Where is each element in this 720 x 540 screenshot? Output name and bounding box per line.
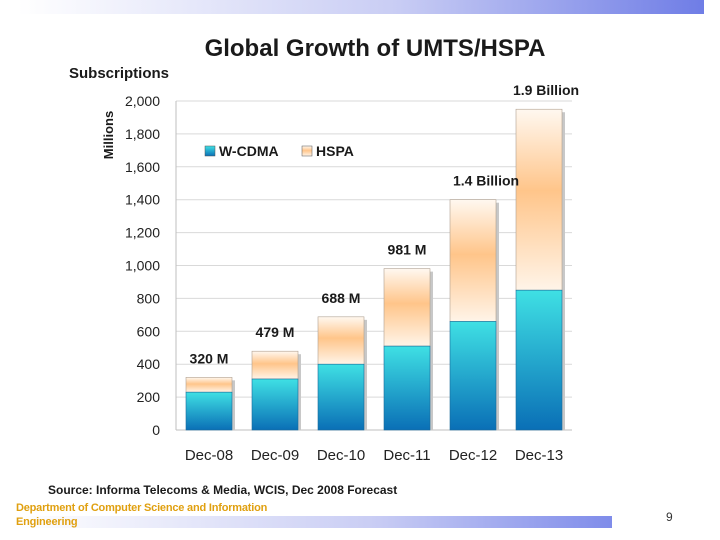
- source-note: Source: Informa Telecoms & Media, WCIS, …: [48, 483, 397, 497]
- y-tick-label: 800: [137, 290, 161, 306]
- bar-wcdma-dec-08: [185, 391, 233, 431]
- y-axis-label: Millions: [101, 111, 116, 159]
- bar-hspa-dec-09: [251, 350, 299, 380]
- y-tick-label: 400: [137, 356, 161, 372]
- legend-swatch-hspa: [301, 145, 313, 157]
- bottom-decorative-band: [18, 516, 612, 528]
- legend: W-CDMA HSPA: [204, 143, 354, 159]
- top-decorative-band: [18, 0, 704, 14]
- data-label: 688 M: [322, 290, 361, 306]
- bar-wcdma-dec-11: [383, 345, 431, 431]
- bar-wcdma-dec-09: [251, 378, 299, 431]
- legend-label-hspa: HSPA: [316, 143, 354, 159]
- bar-wcdma-dec-13: [515, 289, 563, 431]
- y-tick-label: 1,000: [125, 258, 160, 274]
- bar-hspa-dec-12: [449, 199, 497, 322]
- chart-subtitle: Subscriptions: [69, 65, 169, 82]
- x-tick-label: Dec-08: [185, 447, 233, 464]
- x-tick-label: Dec-10: [317, 447, 365, 464]
- x-tick-label: Dec-09: [251, 447, 299, 464]
- bar-hspa-dec-11: [383, 268, 431, 347]
- y-tick-label: 200: [137, 389, 161, 405]
- x-tick-label: Dec-12: [449, 447, 497, 464]
- page-number: 9: [666, 510, 673, 524]
- data-label: 479 M: [256, 324, 295, 340]
- chart-title: Global Growth of UMTS/HSPA: [205, 35, 546, 62]
- data-label: 1.4 Billion: [453, 173, 519, 189]
- x-tick-label: Dec-13: [515, 447, 563, 464]
- y-tick-label: 0: [152, 422, 160, 438]
- y-tick-label: 1,400: [125, 192, 160, 208]
- y-tick-label: 1,200: [125, 225, 160, 241]
- y-tick-label: 1,800: [125, 126, 160, 142]
- bar-wcdma-dec-12: [449, 321, 497, 431]
- bar-hspa-dec-13: [515, 108, 563, 291]
- legend-label-wcdma: W-CDMA: [219, 143, 279, 159]
- y-tick-label: 2,000: [125, 93, 160, 109]
- legend-swatch-wcdma: [204, 145, 216, 157]
- bar-hspa-dec-08: [185, 377, 233, 393]
- data-label: 320 M: [190, 350, 229, 366]
- y-tick-label: 1,600: [125, 159, 160, 175]
- department-footer: Department of Computer Science and Infor…: [16, 502, 268, 528]
- data-label: 1.9 Billion: [513, 82, 579, 98]
- y-tick-label: 600: [137, 323, 161, 339]
- bar-wcdma-dec-10: [317, 363, 365, 431]
- bar-hspa-dec-10: [317, 316, 365, 365]
- x-tick-label: Dec-11: [383, 447, 430, 464]
- data-label: 981 M: [388, 242, 427, 258]
